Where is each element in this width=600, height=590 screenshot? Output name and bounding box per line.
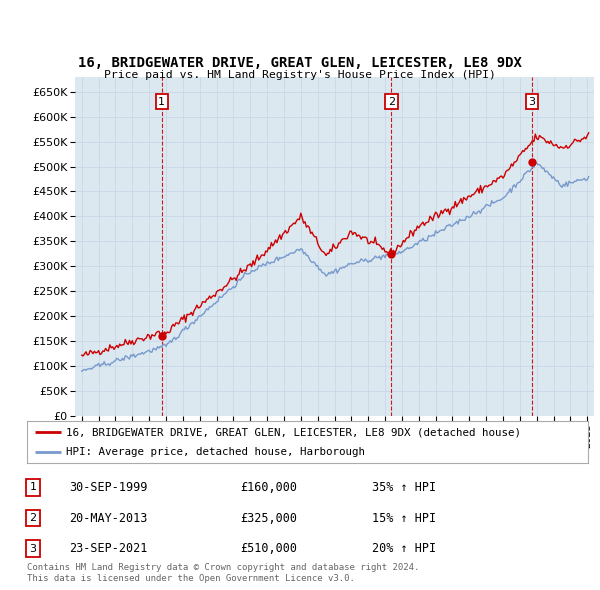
Text: 15% ↑ HPI: 15% ↑ HPI [372, 512, 436, 525]
Text: £510,000: £510,000 [240, 542, 297, 555]
Text: 35% ↑ HPI: 35% ↑ HPI [372, 481, 436, 494]
Text: Contains HM Land Registry data © Crown copyright and database right 2024.: Contains HM Land Registry data © Crown c… [27, 563, 419, 572]
Text: 16, BRIDGEWATER DRIVE, GREAT GLEN, LEICESTER, LE8 9DX: 16, BRIDGEWATER DRIVE, GREAT GLEN, LEICE… [78, 56, 522, 70]
Text: 20% ↑ HPI: 20% ↑ HPI [372, 542, 436, 555]
Text: Price paid vs. HM Land Registry's House Price Index (HPI): Price paid vs. HM Land Registry's House … [104, 70, 496, 80]
Text: 20-MAY-2013: 20-MAY-2013 [69, 512, 148, 525]
Text: 30-SEP-1999: 30-SEP-1999 [69, 481, 148, 494]
Text: 1: 1 [158, 97, 165, 107]
Text: HPI: Average price, detached house, Harborough: HPI: Average price, detached house, Harb… [66, 447, 365, 457]
Text: 16, BRIDGEWATER DRIVE, GREAT GLEN, LEICESTER, LE8 9DX (detached house): 16, BRIDGEWATER DRIVE, GREAT GLEN, LEICE… [66, 427, 521, 437]
Text: 23-SEP-2021: 23-SEP-2021 [69, 542, 148, 555]
Text: £160,000: £160,000 [240, 481, 297, 494]
Text: 1: 1 [29, 483, 37, 493]
Text: 2: 2 [388, 97, 395, 107]
Text: £325,000: £325,000 [240, 512, 297, 525]
Text: This data is licensed under the Open Government Licence v3.0.: This data is licensed under the Open Gov… [27, 573, 355, 583]
Text: 3: 3 [529, 97, 536, 107]
Text: 2: 2 [29, 513, 37, 523]
Text: 3: 3 [29, 544, 37, 554]
